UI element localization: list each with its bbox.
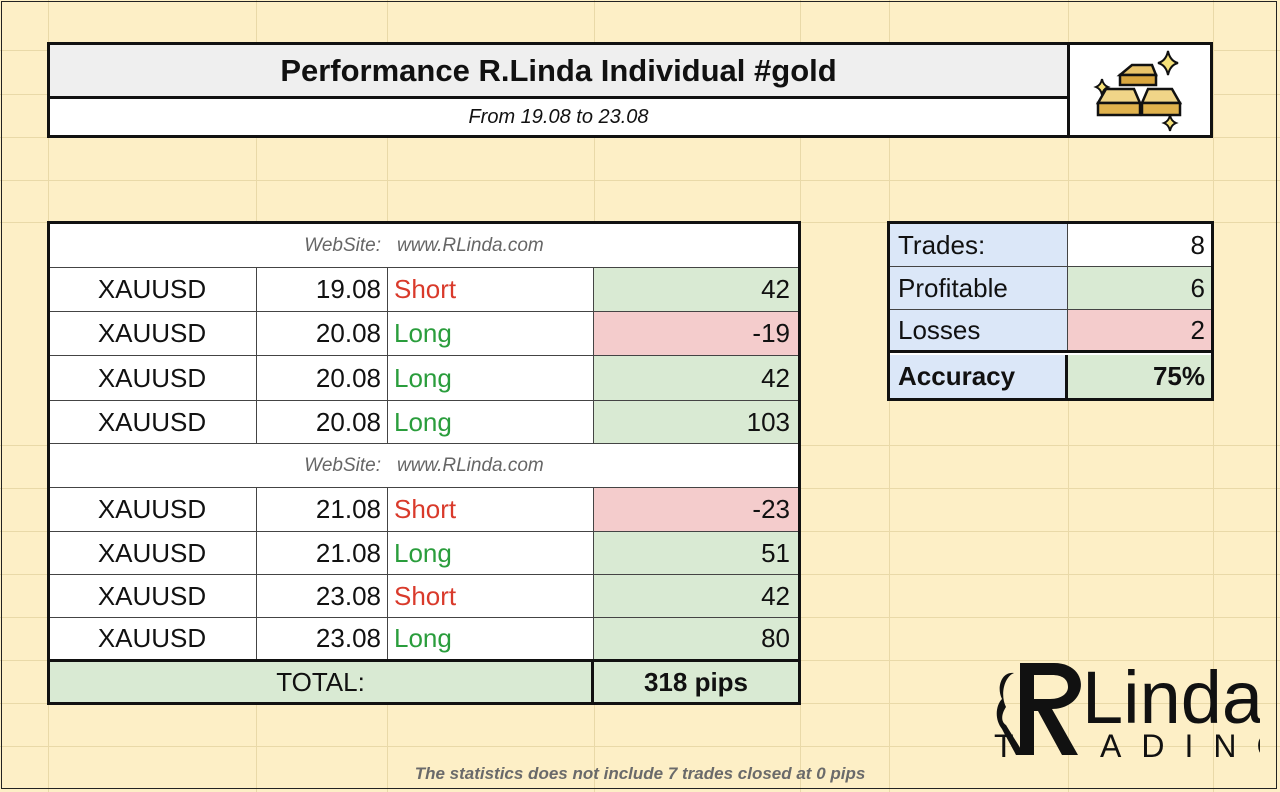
date-cell: 20.08 <box>257 401 388 443</box>
footnote: The statistics does not include 7 trades… <box>414 764 866 783</box>
date-cell: 20.08 <box>257 356 388 400</box>
symbol-cell: XAUUSD <box>50 401 257 443</box>
direction-cell: Long <box>388 401 594 443</box>
gold-bars-icon <box>1070 45 1210 135</box>
website-url[interactable]: www.RLinda.com <box>396 234 544 256</box>
direction-cell: Short <box>388 488 594 531</box>
stats-row-profitable: Profitable 6 <box>890 267 1211 310</box>
title-block: Performance R.Linda Individual #gold Fro… <box>47 42 1213 138</box>
trades-value: 8 <box>1190 229 1205 260</box>
pips-cell: -19 <box>594 312 798 355</box>
table-row: XAUUSD 23.08 Long 80 <box>50 618 798 659</box>
symbol-cell: XAUUSD <box>50 356 257 400</box>
pips-cell: 103 <box>594 401 798 443</box>
stats-table: Trades: 8 Profitable 6 Losses 2 Accuracy… <box>887 221 1214 401</box>
grid-line <box>0 180 1280 181</box>
website-url[interactable]: www.RLinda.com <box>396 454 544 476</box>
symbol-cell: XAUUSD <box>50 575 257 617</box>
pips-cell: 42 <box>594 268 798 311</box>
date-cell: 23.08 <box>257 618 388 659</box>
profitable-value: 6 <box>1068 267 1211 309</box>
date-range: From 19.08 to 23.08 <box>50 99 1070 135</box>
pips-cell: 80 <box>594 618 798 659</box>
website-label: WebSite: <box>304 234 381 256</box>
accuracy-value: 75% <box>1068 355 1211 398</box>
profitable-label: Profitable <box>890 267 1068 309</box>
trades-label: Trades: <box>890 224 1068 266</box>
date-cell: 23.08 <box>257 575 388 617</box>
direction-cell: Short <box>388 268 594 311</box>
losses-value: 2 <box>1068 310 1211 350</box>
direction-cell: Long <box>388 312 594 355</box>
direction-cell: Long <box>388 618 594 659</box>
website-banner: WebSite: www.RLinda.com <box>50 224 798 268</box>
symbol-cell: XAUUSD <box>50 532 257 574</box>
trades-table: WebSite: www.RLinda.com XAUUSD 19.08 Sho… <box>47 221 801 705</box>
symbol-cell: XAUUSD <box>50 268 257 311</box>
date-cell: 20.08 <box>257 312 388 355</box>
table-row: XAUUSD 23.08 Short 42 <box>50 575 798 618</box>
direction-cell: Long <box>388 356 594 400</box>
table-row: XAUUSD 19.08 Short 42 <box>50 268 798 312</box>
stats-row-losses: Losses 2 <box>890 310 1211 353</box>
accuracy-label: Accuracy <box>890 355 1068 398</box>
table-row: XAUUSD 20.08 Long -19 <box>50 312 798 356</box>
total-row: TOTAL: 318 pips <box>50 659 798 702</box>
rlinda-trading-logo: Linda T ADING <box>990 655 1280 765</box>
pips-cell: 51 <box>594 532 798 574</box>
pips-cell: -23 <box>594 488 798 531</box>
table-row: XAUUSD 20.08 Long 42 <box>50 356 798 401</box>
direction-cell: Short <box>388 575 594 617</box>
direction-cell: Long <box>388 532 594 574</box>
grid-line <box>0 746 1280 747</box>
website-label: WebSite: <box>304 454 381 476</box>
date-cell: 21.08 <box>257 532 388 574</box>
losses-label: Losses <box>890 310 1068 350</box>
website-banner: WebSite: www.RLinda.com <box>50 444 798 488</box>
table-row: XAUUSD 20.08 Long 103 <box>50 401 798 444</box>
symbol-cell: XAUUSD <box>50 312 257 355</box>
svg-text:ADING: ADING <box>1100 728 1260 764</box>
symbol-cell: XAUUSD <box>50 488 257 531</box>
pips-cell: 42 <box>594 575 798 617</box>
svg-text:T: T <box>994 728 1034 764</box>
date-cell: 19.08 <box>257 268 388 311</box>
stats-row-accuracy: Accuracy 75% <box>890 355 1211 398</box>
total-label: TOTAL: <box>50 662 594 702</box>
total-value: 318 pips <box>643 666 749 697</box>
date-cell: 21.08 <box>257 488 388 531</box>
table-row: XAUUSD 21.08 Long 51 <box>50 532 798 575</box>
pips-cell: 42 <box>594 356 798 400</box>
table-row: XAUUSD 21.08 Short -23 <box>50 488 798 532</box>
symbol-cell: XAUUSD <box>50 618 257 659</box>
page-title: Performance R.Linda Individual #gold <box>50 45 1070 99</box>
stats-row-trades: Trades: 8 <box>890 224 1211 267</box>
svg-text:Linda: Linda <box>1082 656 1260 739</box>
